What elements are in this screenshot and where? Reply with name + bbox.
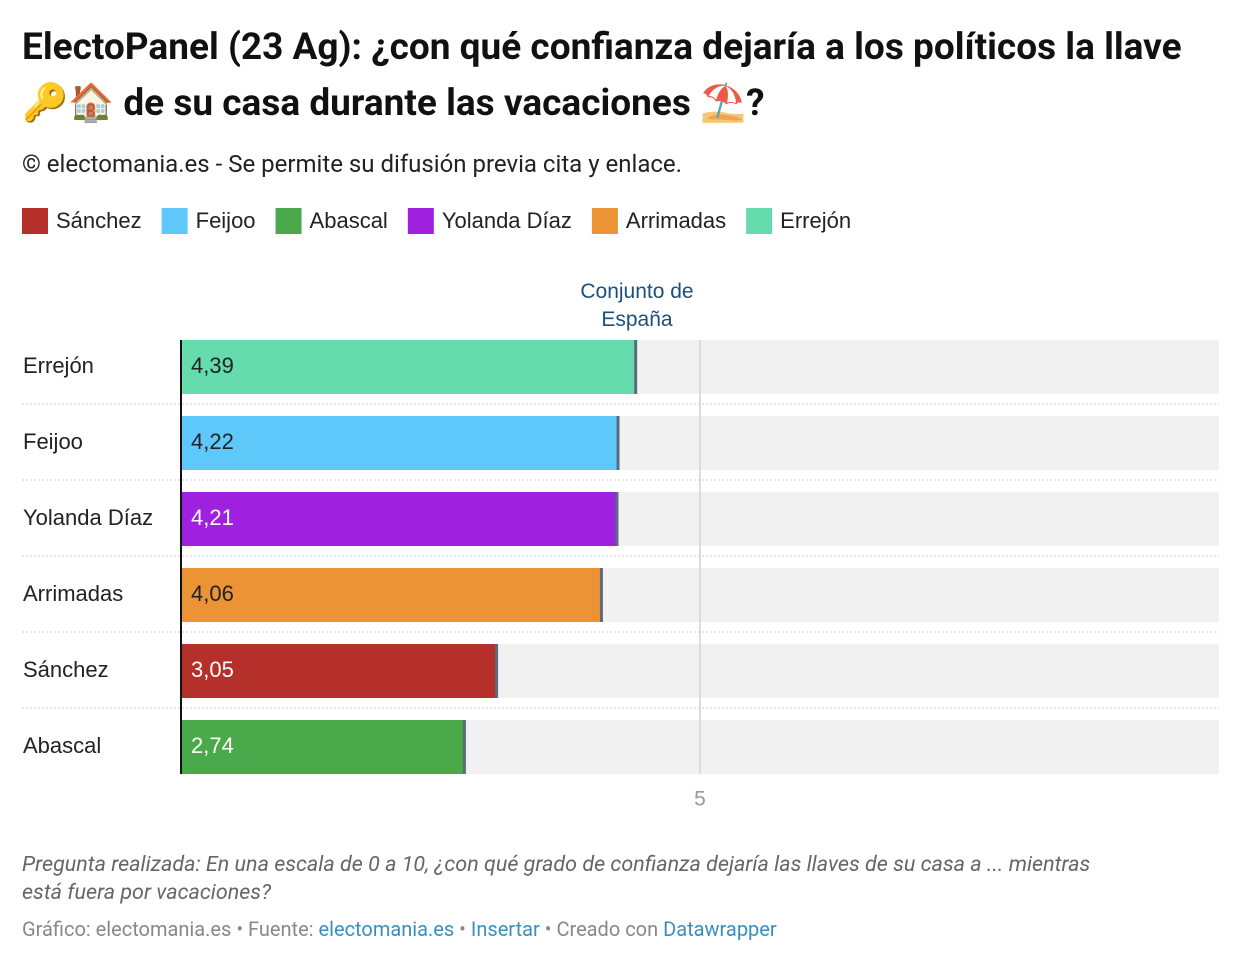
- category-label: Errejón: [23, 353, 94, 378]
- footer: Gráfico: electomania.es • Fuente: electo…: [22, 917, 777, 941]
- legend-swatch: [161, 208, 188, 234]
- legend-swatch: [275, 208, 302, 234]
- chart-by: Gráfico: electomania.es: [22, 917, 232, 941]
- category-label: Sánchez: [23, 657, 109, 682]
- source-label: Fuente:: [248, 917, 314, 941]
- chart: Sánchez Feijoo Abascal Yolanda Díaz Arrimada…: [22, 208, 1219, 811]
- chart-title: ElectoPanel (23 Ag): ¿con qué confianza …: [22, 26, 1182, 125]
- column-header: Conjunto de España: [580, 280, 693, 331]
- bar: [181, 492, 618, 546]
- legend-swatch: [746, 208, 773, 234]
- legend-label: Errejón: [780, 208, 851, 233]
- value-label: 4,21: [191, 505, 234, 530]
- source-link[interactable]: electomania.es: [318, 917, 455, 941]
- x-tick-label: 5: [694, 788, 706, 811]
- made-with: Creado con: [556, 917, 659, 941]
- bar: [181, 568, 603, 622]
- category-label: Abascal: [23, 733, 101, 758]
- value-label: 4,39: [191, 353, 234, 378]
- legend-swatch: [407, 208, 434, 234]
- category-label: Arrimadas: [23, 581, 123, 606]
- bar: [181, 340, 637, 394]
- tool-link[interactable]: Datawrapper: [663, 917, 777, 941]
- value-label: 2,74: [191, 733, 234, 758]
- legend-label: Arrimadas: [626, 208, 726, 233]
- bar: [181, 644, 498, 698]
- value-label: 3,05: [191, 657, 234, 682]
- legend-label: Abascal: [310, 208, 388, 233]
- legend-label: Sánchez: [56, 208, 142, 233]
- bar: [181, 416, 620, 470]
- notes: Pregunta realizada: En una escala de 0 a…: [22, 852, 1091, 905]
- category-label: Feijoo: [23, 429, 83, 454]
- chart-subtitle: © electomania.es - Se permite su difusió…: [22, 150, 682, 178]
- legend-label: Yolanda Díaz: [442, 208, 572, 233]
- legend-swatch: [591, 208, 618, 234]
- value-label: 4,22: [191, 429, 234, 454]
- value-label: 4,06: [191, 581, 234, 606]
- bar: [181, 720, 466, 774]
- category-label: Yolanda Díaz: [23, 505, 153, 530]
- legend-swatch: [22, 208, 48, 234]
- legend-label: Feijoo: [196, 208, 256, 233]
- embed-link[interactable]: Insertar: [470, 917, 540, 941]
